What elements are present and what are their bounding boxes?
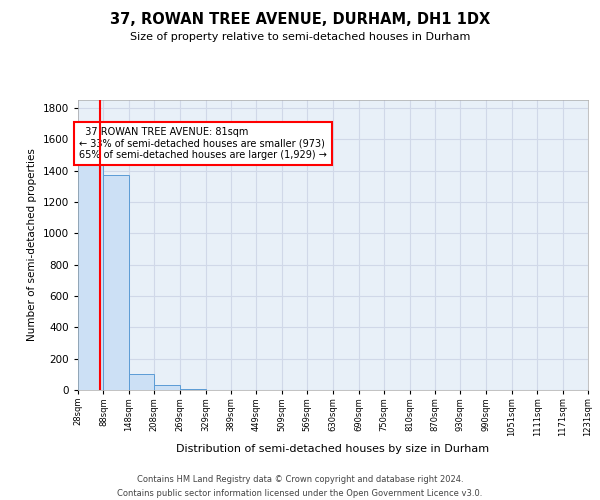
Bar: [129, 374, 154, 390]
Text: Contains HM Land Registry data © Crown copyright and database right 2024.
Contai: Contains HM Land Registry data © Crown c…: [118, 476, 482, 498]
Bar: [103, 175, 129, 390]
Bar: [154, 386, 180, 390]
X-axis label: Distribution of semi-detached houses by size in Durham: Distribution of semi-detached houses by …: [176, 444, 490, 454]
Bar: [78, 155, 103, 390]
Bar: [180, 389, 206, 390]
Text: 37 ROWAN TREE AVENUE: 81sqm
← 33% of semi-detached houses are smaller (973)
65% : 37 ROWAN TREE AVENUE: 81sqm ← 33% of sem…: [79, 126, 327, 160]
Text: 37, ROWAN TREE AVENUE, DURHAM, DH1 1DX: 37, ROWAN TREE AVENUE, DURHAM, DH1 1DX: [110, 12, 490, 28]
Y-axis label: Number of semi-detached properties: Number of semi-detached properties: [27, 148, 37, 342]
Text: Size of property relative to semi-detached houses in Durham: Size of property relative to semi-detach…: [130, 32, 470, 42]
